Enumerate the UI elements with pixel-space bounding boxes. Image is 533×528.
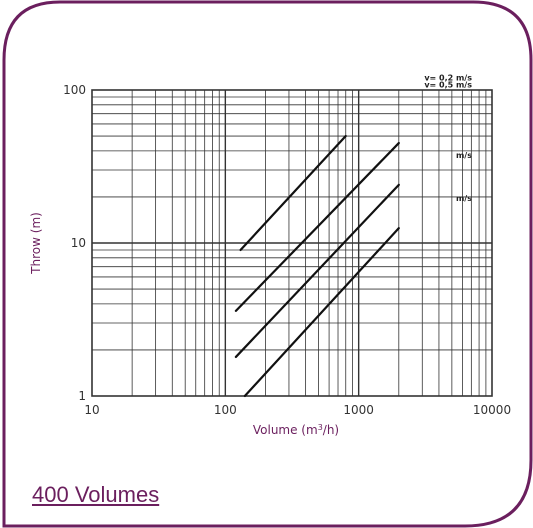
series-label: v= 0,2 m/s bbox=[424, 74, 472, 83]
series-line bbox=[234, 183, 400, 359]
plot-text: v= 0,2 m/sv= 0,5 m/s m/s m/s 10 100 1000 10000… bbox=[29, 74, 511, 437]
series-line bbox=[239, 134, 347, 252]
y-tick-label: 1 bbox=[78, 389, 86, 403]
x-tick-label: 10000 bbox=[473, 403, 511, 417]
x-tick-label: 100 bbox=[214, 403, 237, 417]
y-tick-label: 100 bbox=[63, 83, 86, 97]
series-line bbox=[243, 227, 400, 398]
series-label: m/s bbox=[456, 151, 472, 160]
series-label: m/s bbox=[456, 194, 472, 203]
y-tick-label: 10 bbox=[71, 236, 86, 250]
x-axis-title: Volume (m3/h) bbox=[253, 423, 339, 438]
volumes-link[interactable]: 400 Volumes bbox=[32, 482, 160, 507]
plot-area bbox=[91, 89, 493, 397]
x-tick-label: 10 bbox=[84, 403, 99, 417]
y-axis-title: Throw (m) bbox=[29, 212, 43, 275]
plot-marks bbox=[234, 134, 400, 398]
series-label: v= 0,5 m/s bbox=[424, 81, 472, 90]
series-line bbox=[234, 141, 400, 312]
x-tick-label: 1000 bbox=[343, 403, 374, 417]
